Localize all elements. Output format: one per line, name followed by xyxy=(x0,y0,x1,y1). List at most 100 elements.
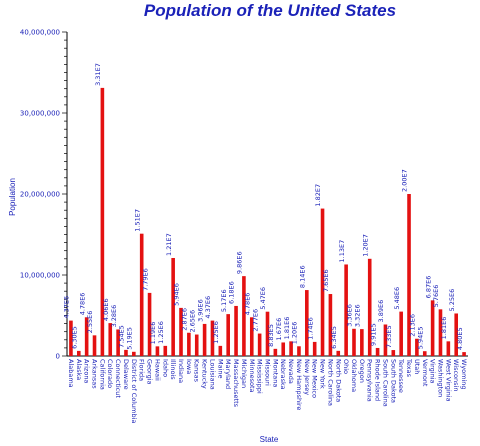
bar xyxy=(171,257,175,356)
bar xyxy=(76,350,81,356)
data-label: 1.20E6 xyxy=(291,322,299,345)
bar xyxy=(360,329,364,356)
bar xyxy=(163,345,168,356)
y-ticks: 0 10,000,000 20,000,000 30,000,000 40,000,00… xyxy=(20,29,67,361)
x-tick-label: West Virginia xyxy=(444,359,452,402)
bar xyxy=(415,338,419,356)
x-tick-label: South Carolina xyxy=(381,359,389,407)
data-label: 3.31E7 xyxy=(94,63,102,86)
x-tick-label: Iowa xyxy=(185,359,193,374)
x-tick-label: New Jersey xyxy=(303,359,311,395)
bar xyxy=(202,323,207,356)
data-label: 1.74E6 xyxy=(306,317,314,340)
x-tick-label: Nevada xyxy=(287,359,295,384)
data-label: 1.20E7 xyxy=(361,234,369,257)
x-tick-label: Arizona xyxy=(83,359,91,383)
x-tick-label: Illinois xyxy=(169,359,177,380)
bar xyxy=(139,233,144,356)
bar xyxy=(430,300,435,356)
x-tick-label: Hawaii xyxy=(153,359,161,381)
x-tick-label: Delaware xyxy=(122,359,130,390)
x-tick-label: Georgia xyxy=(146,359,154,385)
data-label: 2.65E6 xyxy=(188,310,196,333)
data-label: 6.30E5 xyxy=(70,326,78,349)
x-tick-label: Pennsylvania xyxy=(366,359,374,402)
bar xyxy=(438,309,443,356)
x-tick-label: Missouri xyxy=(264,359,272,386)
data-label: 2.77E6 xyxy=(251,309,259,332)
x-tick-label: Mississippi xyxy=(256,359,264,394)
bar xyxy=(328,294,333,356)
data-label: 2.55E6 xyxy=(86,311,94,334)
x-tick-label: Oregon xyxy=(358,359,366,383)
x-tick-label: Arkansas xyxy=(91,359,99,389)
bar xyxy=(147,292,152,356)
data-label: 1.81E6 xyxy=(283,317,291,340)
bar xyxy=(344,264,348,356)
x-tick-label: California xyxy=(98,359,106,390)
data-label: 5.19E5 xyxy=(126,327,134,350)
data-label: 5.17E6 xyxy=(220,289,228,312)
x-tick-label: District of Columbia xyxy=(130,359,138,423)
bar xyxy=(375,347,380,356)
bar xyxy=(367,258,372,356)
bar xyxy=(69,320,73,356)
bar xyxy=(210,320,215,356)
x-tick-label: Minnesota xyxy=(248,359,256,393)
bar xyxy=(265,311,270,356)
data-label: 4.06E6 xyxy=(102,298,110,321)
bar xyxy=(462,352,466,356)
data-label: 5.94E6 xyxy=(173,283,181,306)
data-label: 2.87E6 xyxy=(181,308,189,331)
bar xyxy=(249,317,254,356)
data-label: 7.65E6 xyxy=(322,269,330,292)
data-label: 8.14E6 xyxy=(299,265,307,288)
data-label: 4.78E6 xyxy=(243,293,251,316)
bar xyxy=(155,346,160,356)
x-tick-label: Maryland xyxy=(224,359,232,389)
x-tick-label: New Mexico xyxy=(311,359,319,398)
data-label: 4.37E6 xyxy=(204,296,212,319)
data-label: 5.94E5 xyxy=(416,326,424,349)
x-tick-label: Louisiana xyxy=(208,359,216,390)
data-label: 1.51E7 xyxy=(133,209,141,232)
x-tick-label: Nebraska xyxy=(279,359,287,390)
data-label: 4.37E6 xyxy=(63,296,71,319)
data-label: 3.96E6 xyxy=(196,299,204,322)
bar xyxy=(289,341,293,356)
x-tick-label: Idaho xyxy=(161,359,169,377)
bar xyxy=(312,341,317,356)
y-tick-label: 40,000,000 xyxy=(20,29,60,37)
x-tick-label: South Dakota xyxy=(389,359,397,403)
data-label: 7.54E5 xyxy=(118,325,126,348)
x-tick-label: Ohio xyxy=(342,359,350,374)
x-tick-label: Colorado xyxy=(106,359,114,388)
data-label: 6.18E6 xyxy=(228,281,236,304)
data-label: 2.13E6 xyxy=(409,314,417,337)
x-tick-label: Michigan xyxy=(240,359,248,388)
bar xyxy=(320,208,325,356)
bar xyxy=(226,314,230,356)
data-label: 3.36E6 xyxy=(346,304,354,327)
x-axis-label: State xyxy=(260,435,279,444)
x-tick-label: Utah xyxy=(413,359,421,374)
bar xyxy=(422,351,427,356)
x-tick-label: New Hampshire xyxy=(295,359,303,410)
data-label: 5.47E6 xyxy=(259,287,267,310)
bar xyxy=(407,194,411,356)
chart-title: Population of the United States xyxy=(144,1,396,20)
y-tick-label: 10,000,000 xyxy=(20,272,60,280)
data-label: 1.19E6 xyxy=(149,322,157,345)
bar xyxy=(336,350,341,356)
bar xyxy=(132,351,136,356)
data-label: 9.86E6 xyxy=(236,251,244,274)
x-tick-label: Texas xyxy=(405,358,413,378)
x-tick-labels: Alabama Alaska Arizona Arkansas California Co… xyxy=(67,358,468,423)
x-tick-label: Alaska xyxy=(75,359,83,380)
y-tick-label: 30,000,000 xyxy=(20,110,60,118)
y-tick-label: 20,000,000 xyxy=(20,191,60,199)
y-axis-label: Population xyxy=(8,178,17,216)
x-tick-label: Vermont xyxy=(421,359,429,387)
